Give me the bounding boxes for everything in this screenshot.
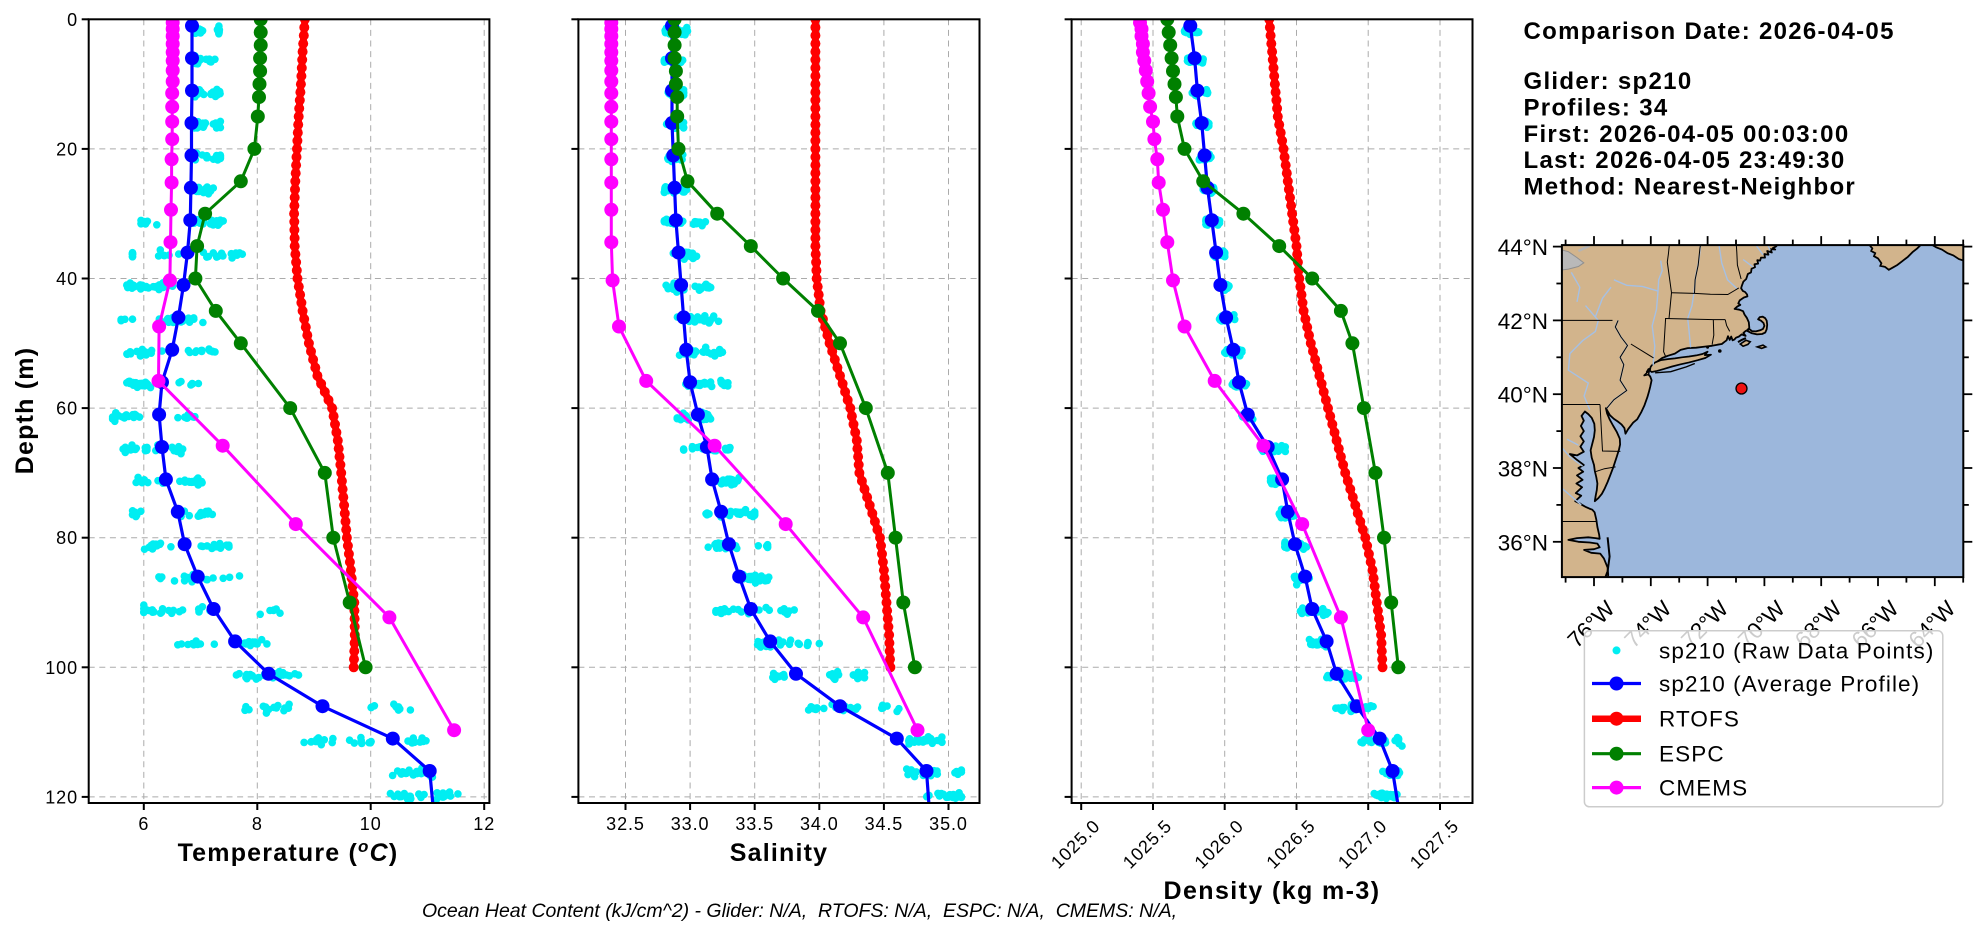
svg-text:120: 120	[45, 787, 78, 807]
svg-text:80: 80	[56, 528, 78, 548]
svg-text:RTOFS: RTOFS	[1659, 707, 1740, 732]
svg-text:0: 0	[67, 10, 78, 30]
svg-text:42°N: 42°N	[1498, 309, 1548, 334]
svg-text:20: 20	[56, 139, 78, 159]
svg-text:Profiles: 34: Profiles: 34	[1524, 94, 1669, 121]
svg-text:36°N: 36°N	[1498, 530, 1548, 555]
svg-text:Density (kg m-3): Density (kg m-3)	[1164, 877, 1381, 905]
svg-text:32.5: 32.5	[606, 814, 645, 834]
svg-text:34.5: 34.5	[865, 814, 904, 834]
svg-text:6: 6	[138, 814, 149, 834]
svg-text:35.0: 35.0	[929, 814, 968, 834]
svg-text:10: 10	[360, 814, 382, 834]
svg-text:34.0: 34.0	[800, 814, 839, 834]
svg-text:33.5: 33.5	[735, 814, 774, 834]
svg-text:100: 100	[45, 658, 78, 678]
svg-text:First: 2026-04-05 00:03:00: First: 2026-04-05 00:03:00	[1524, 121, 1850, 148]
svg-text:CMEMS: CMEMS	[1659, 776, 1748, 801]
svg-text:sp210 (Average Profile): sp210 (Average Profile)	[1659, 672, 1920, 697]
svg-text:ESPC: ESPC	[1659, 742, 1725, 767]
svg-text:40°N: 40°N	[1498, 383, 1548, 408]
svg-text:40: 40	[56, 269, 78, 289]
svg-text:33.0: 33.0	[671, 814, 710, 834]
svg-text:12: 12	[473, 814, 495, 834]
svg-text:Glider: sp210: Glider: sp210	[1524, 68, 1693, 95]
svg-text:Ocean Heat Content (kJ/cm^2) -: Ocean Heat Content (kJ/cm^2) - Glider: N…	[422, 900, 1177, 922]
svg-text:Last: 2026-04-05 23:49:30: Last: 2026-04-05 23:49:30	[1524, 147, 1846, 174]
svg-text:44°N: 44°N	[1498, 235, 1548, 260]
svg-text:38°N: 38°N	[1498, 457, 1548, 482]
svg-text:Salinity: Salinity	[730, 839, 829, 867]
svg-text:8: 8	[252, 814, 263, 834]
svg-text:Method: Nearest-Neighbor: Method: Nearest-Neighbor	[1524, 174, 1857, 201]
svg-text:60: 60	[56, 399, 78, 419]
svg-text:Comparison Date: 2026-04-05: Comparison Date: 2026-04-05	[1524, 18, 1895, 45]
svg-text:sp210 (Raw Data Points): sp210 (Raw Data Points)	[1659, 638, 1934, 663]
svg-text:Depth (m): Depth (m)	[11, 347, 39, 474]
